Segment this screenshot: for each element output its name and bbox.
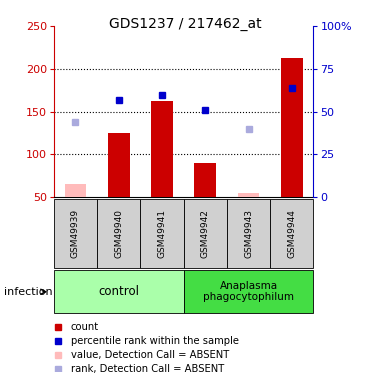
Bar <box>65 184 86 197</box>
Text: GSM49940: GSM49940 <box>114 209 123 258</box>
Text: GDS1237 / 217462_at: GDS1237 / 217462_at <box>109 17 262 31</box>
Text: percentile rank within the sample: percentile rank within the sample <box>70 336 239 346</box>
Text: GSM49941: GSM49941 <box>158 209 167 258</box>
Text: rank, Detection Call = ABSENT: rank, Detection Call = ABSENT <box>70 364 224 374</box>
Text: GSM49942: GSM49942 <box>201 209 210 258</box>
Text: value, Detection Call = ABSENT: value, Detection Call = ABSENT <box>70 350 229 360</box>
Text: Anaplasma
phagocytophilum: Anaplasma phagocytophilum <box>203 281 294 302</box>
Text: control: control <box>98 285 139 298</box>
Bar <box>54 270 184 313</box>
Bar <box>184 199 227 268</box>
Bar <box>151 101 173 197</box>
Bar <box>270 199 313 268</box>
Text: GSM49943: GSM49943 <box>244 209 253 258</box>
Bar <box>184 270 313 313</box>
Bar <box>281 58 303 197</box>
Bar <box>108 133 129 197</box>
Bar <box>238 193 259 197</box>
Bar <box>227 199 270 268</box>
Bar <box>140 199 184 268</box>
Text: GSM49944: GSM49944 <box>288 209 296 258</box>
Text: GSM49939: GSM49939 <box>71 209 80 258</box>
Text: infection: infection <box>4 287 52 297</box>
Bar <box>54 199 97 268</box>
Bar <box>194 163 216 197</box>
Bar <box>97 199 140 268</box>
Text: count: count <box>70 322 99 332</box>
